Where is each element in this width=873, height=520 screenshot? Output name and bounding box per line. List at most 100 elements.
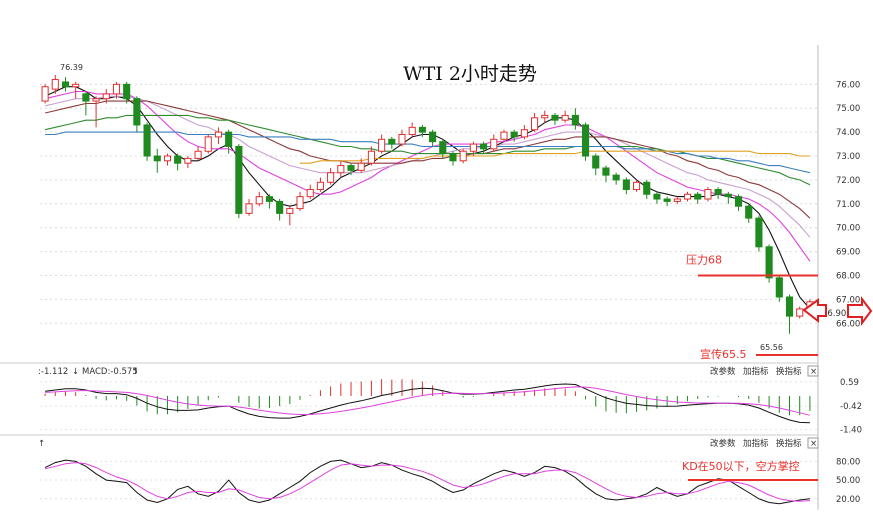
ma-line-ma250 (300, 150, 810, 164)
macd-lines (45, 383, 811, 424)
kd-lines (44, 459, 810, 505)
close-icon-glyph: × (810, 439, 817, 449)
candle (296, 191, 304, 211)
low-price-label: 65.56 (760, 343, 783, 352)
candle (490, 134, 498, 152)
close-icon[interactable] (807, 365, 819, 377)
candle (683, 191, 692, 202)
candle (418, 124, 426, 137)
candle (214, 127, 223, 145)
candle (775, 275, 783, 302)
candle (123, 81, 131, 104)
candle (541, 110, 549, 123)
close-icon-glyph: × (810, 367, 817, 377)
red-arrow-icon (802, 298, 827, 324)
price-annotations: 压力68 宣传65.5 (686, 253, 818, 361)
candle (163, 153, 172, 166)
candle (82, 91, 90, 116)
indicator-button[interactable]: 换指标 (776, 438, 802, 449)
kd-arrow-icon: ↑ (38, 439, 45, 449)
candle (469, 141, 477, 157)
indicator-button[interactable]: 加指标 (743, 438, 769, 449)
candle (367, 146, 375, 166)
ma-line-ma10 (44, 90, 811, 262)
candle (408, 122, 416, 137)
candle (694, 191, 702, 204)
kd-annotation-label: KD在50以下，空方掌控 (682, 459, 800, 473)
candle (500, 129, 508, 142)
candle (785, 294, 794, 334)
candle (704, 187, 712, 202)
candle (765, 244, 773, 283)
chart-title: WTI 2小时走势 (403, 63, 537, 85)
candle (194, 146, 202, 161)
indicator-button[interactable]: 改参数 (710, 438, 736, 449)
candle (92, 96, 100, 128)
macd-tick-label: 0.59 (840, 378, 859, 388)
price-tick-label: 68.00 (836, 271, 860, 281)
candle (337, 160, 345, 178)
close-icon[interactable] (807, 437, 819, 449)
ma-line-ma5 (44, 86, 811, 310)
kd-d-line (44, 462, 810, 502)
indicator-button[interactable]: 加指标 (743, 366, 769, 377)
candle (153, 148, 161, 173)
candle (439, 139, 447, 159)
candle (235, 144, 243, 219)
candle (327, 167, 335, 185)
candle (255, 191, 263, 207)
current-price-label: 66.90 (822, 309, 846, 319)
candle (745, 203, 753, 223)
price-tick-label: 67.00 (836, 295, 860, 305)
macd-value: MACD:-0.575 (82, 367, 138, 377)
kd-tick-label: 20.00 (836, 495, 860, 505)
macd-tick-label: -0.42 (840, 402, 862, 412)
candle (357, 158, 365, 173)
candle (531, 113, 539, 133)
candle (378, 134, 386, 154)
price-tick-label: 69.00 (836, 248, 860, 258)
indicator-button[interactable]: 换指标 (776, 366, 802, 377)
price-tick-label: 75.00 (836, 104, 860, 114)
down-arrow-icon: ↓ (72, 367, 79, 377)
macd-tick-label: -1.40 (840, 426, 862, 436)
candle (449, 151, 457, 166)
ma-line-ma60 (44, 114, 811, 186)
candle (143, 122, 151, 161)
candle (520, 124, 528, 140)
candlesticks (41, 75, 814, 334)
panel-frames (0, 45, 819, 510)
candle (204, 134, 212, 154)
kd-annotation: KD在50以下，空方掌控 (682, 459, 818, 482)
candle (306, 184, 314, 200)
price-tick-label: 71.00 (836, 200, 860, 210)
candle (429, 129, 437, 147)
candle (561, 110, 569, 123)
price-tick-label: 66.00 (836, 319, 860, 329)
ma-line-ma30 (44, 100, 811, 219)
macd-dif-line (45, 383, 810, 424)
price-axis: 76.00 75.00 74.00 73.00 72.00 71.00 70.00 69.00… (836, 80, 860, 329)
candle (663, 196, 671, 207)
macd-axis: 0.59 -0.42 -1.40 (840, 378, 862, 436)
price-grid (40, 83, 818, 324)
candle (184, 156, 192, 168)
moving-average-lines (44, 86, 811, 310)
indicator-button[interactable]: 改参数 (710, 366, 736, 377)
candle (734, 194, 743, 211)
candle (245, 199, 253, 216)
candle (398, 129, 406, 147)
candle (265, 194, 274, 209)
candle (714, 187, 722, 200)
up-arrow-icon: ↑ (132, 367, 139, 377)
candle (724, 191, 732, 204)
candle (174, 153, 182, 171)
candle (796, 306, 804, 319)
price-tick-label: 70.00 (836, 224, 860, 234)
candle (72, 81, 80, 99)
kd-toolbar: 改参数 加指标 换指标 × (710, 437, 819, 449)
candle (480, 141, 488, 154)
candle (755, 215, 763, 252)
candle (225, 129, 233, 154)
svg-text::-1.112: :-1.112 (38, 367, 68, 377)
